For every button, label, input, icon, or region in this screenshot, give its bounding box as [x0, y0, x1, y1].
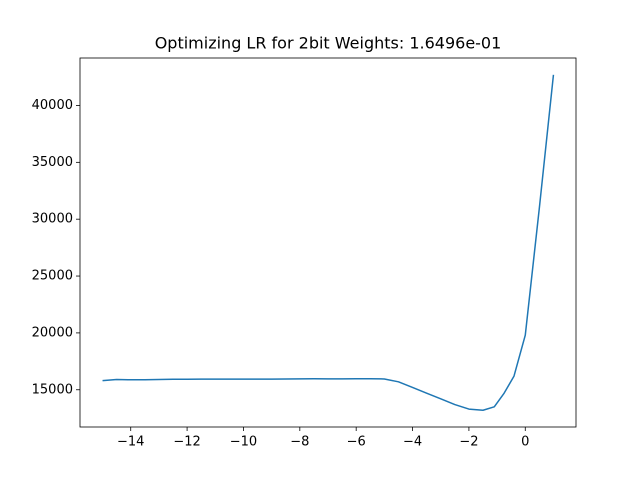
x-tick-label: −10	[230, 435, 257, 450]
x-tick-label: −8	[290, 435, 309, 450]
x-tick-label: −6	[347, 435, 366, 450]
y-tick-label: 40000	[32, 98, 73, 113]
x-tick-label: 0	[521, 435, 529, 450]
x-tick-label: −12	[173, 435, 200, 450]
y-tick-label: 25000	[32, 269, 73, 284]
x-tick-label: −2	[459, 435, 478, 450]
chart-title: Optimizing LR for 2bit Weights: 1.6496e-…	[155, 34, 502, 53]
axes-frame	[79, 57, 577, 428]
y-tick-label: 15000	[32, 382, 73, 397]
y-tick-label: 20000	[32, 325, 73, 340]
y-tick-label: 35000	[32, 155, 73, 170]
y-tick-label: 30000	[32, 212, 73, 227]
line-series	[102, 74, 555, 411]
x-tick-label: −4	[403, 435, 422, 450]
x-tick-label: −14	[117, 435, 144, 450]
